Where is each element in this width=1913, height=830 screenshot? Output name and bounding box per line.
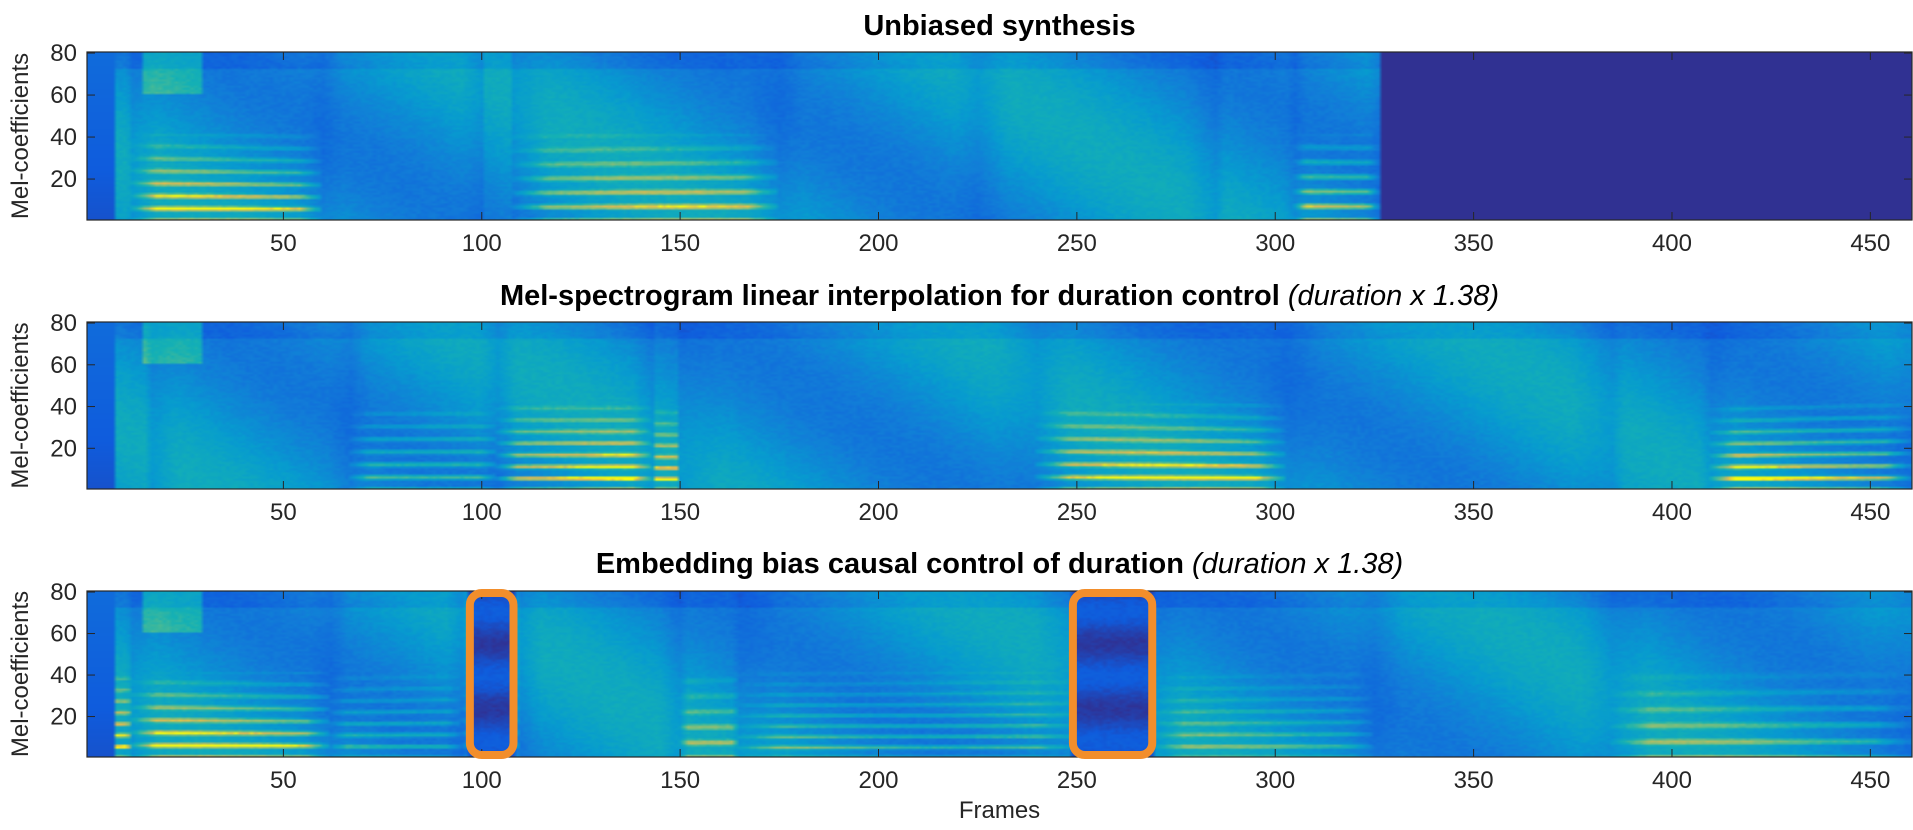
x-tick-label: 150 xyxy=(660,499,700,526)
y-tick-label: 80 xyxy=(50,579,77,606)
x-tick-label: 300 xyxy=(1255,499,1295,526)
x-tick-label: 400 xyxy=(1652,499,1692,526)
x-tick-label: 100 xyxy=(462,499,502,526)
x-tick-label: 150 xyxy=(660,230,700,257)
y-axis-label: Mel-coefficients xyxy=(7,53,34,219)
chart-title-main: Unbiased synthesis xyxy=(863,10,1135,42)
panel-1: 50 100 150 200 250 300 350 400 450 20 40 60 80 Mel-co… xyxy=(7,10,1913,257)
x-tick-label: 200 xyxy=(858,230,898,257)
y-tick-label: 80 xyxy=(50,40,77,67)
x-tick-label: 350 xyxy=(1454,499,1494,526)
x-tick-label: 450 xyxy=(1850,230,1890,257)
chart-title: Mel-spectrogram linear interpolation for… xyxy=(500,280,1499,312)
x-tick-label: 250 xyxy=(1057,499,1097,526)
x-tick-label: 50 xyxy=(270,230,297,257)
y-tick-label: 80 xyxy=(50,310,77,337)
x-tick-label: 350 xyxy=(1454,767,1494,794)
y-tick-label: 40 xyxy=(50,124,77,151)
y-tick-label: 40 xyxy=(50,662,77,689)
highlight-box-2 xyxy=(1068,589,1157,759)
x-tick-label: 400 xyxy=(1652,767,1692,794)
x-tick-label: 350 xyxy=(1454,230,1494,257)
chart-title-main: Embedding bias causal control of duratio… xyxy=(596,548,1184,580)
spectrogram-heatmap-3 xyxy=(87,591,1912,757)
y-tick-label: 60 xyxy=(50,82,77,109)
panel-2: 50 100 150 200 250 300 350 400 450 20 40 60 80 Mel-co… xyxy=(7,280,1913,526)
panel-3: 50 100 150 200 250 300 350 400 450 20 40 60 80 Mel-co… xyxy=(7,548,1913,824)
axes-box-3 xyxy=(86,590,1913,758)
chart-title: Unbiased synthesis xyxy=(863,10,1135,42)
x-tick-label: 250 xyxy=(1057,230,1097,257)
y-axis-label: Mel-coefficients xyxy=(7,322,34,488)
chart-title-main: Mel-spectrogram linear interpolation for… xyxy=(500,280,1280,312)
x-tick-label: 300 xyxy=(1255,230,1295,257)
y-tick-label: 20 xyxy=(50,166,77,193)
axes-box-2 xyxy=(86,321,1913,490)
x-tick-label: 100 xyxy=(462,230,502,257)
x-tick-label: 50 xyxy=(270,499,297,526)
y-tick-label: 20 xyxy=(50,435,77,462)
x-tick-label: 200 xyxy=(858,767,898,794)
x-tick-label: 150 xyxy=(660,767,700,794)
x-tick-label: 200 xyxy=(858,499,898,526)
x-tick-label: 400 xyxy=(1652,230,1692,257)
x-axis-label: Frames xyxy=(959,797,1040,824)
y-axis-label: Mel-coefficients xyxy=(7,591,34,757)
x-tick-label: 450 xyxy=(1850,767,1890,794)
y-tick-label: 40 xyxy=(50,394,77,421)
axes-box-1 xyxy=(86,51,1913,221)
chart-title-note: (duration x 1.38) xyxy=(1184,548,1403,580)
chart-title: Embedding bias causal control of duratio… xyxy=(596,548,1403,580)
y-tick-label: 20 xyxy=(50,704,77,731)
x-tick-label: 450 xyxy=(1850,499,1890,526)
chart-title-note: (duration x 1.38) xyxy=(1280,280,1499,312)
y-tick-label: 60 xyxy=(50,621,77,648)
x-tick-label: 50 xyxy=(270,767,297,794)
y-tick-label: 60 xyxy=(50,352,77,379)
x-tick-label: 250 xyxy=(1057,767,1097,794)
highlight-box-1 xyxy=(465,589,518,759)
x-tick-label: 100 xyxy=(462,767,502,794)
x-tick-label: 300 xyxy=(1255,767,1295,794)
spectrogram-heatmap-1 xyxy=(87,52,1912,220)
spectrogram-heatmap-2 xyxy=(87,322,1912,489)
